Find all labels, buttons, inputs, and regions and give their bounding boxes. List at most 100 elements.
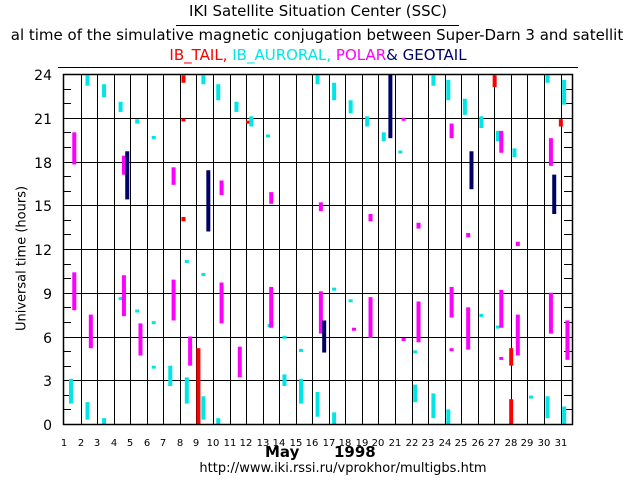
segment-ib-auroral (413, 350, 418, 354)
segment-polar (171, 167, 176, 185)
segment-polar (219, 180, 224, 196)
legend: IB_TAIL, IB_AURORAL, POLAR& GEOTAIL (0, 46, 636, 64)
segment-polar (269, 286, 274, 328)
segment-ib-auroral (562, 79, 567, 105)
source-url: http://www.iki.rssi.ru/vprokhor/multigbs… (199, 461, 487, 476)
segment-polar (466, 232, 471, 238)
x-axis-year: 1998 (334, 443, 376, 461)
x-tick-label: 27 (488, 438, 501, 449)
segment-polar (318, 291, 323, 334)
legend-underline (58, 67, 578, 68)
segment-ib-auroral (462, 98, 467, 115)
x-tick-label: 11 (224, 438, 237, 449)
segment-ib-auroral (85, 402, 90, 420)
y-tick-label: 21 (34, 112, 52, 128)
segment-ib-auroral (265, 134, 270, 138)
x-tick-label: 23 (422, 438, 435, 449)
segment-ib-auroral (332, 287, 337, 291)
x-tick-label: 20 (372, 438, 385, 449)
segment-ib-auroral (413, 384, 418, 403)
segment-geotail (469, 151, 474, 190)
x-tick-label: 30 (538, 438, 551, 449)
x-tick-label: 5 (127, 438, 133, 449)
x-tick-label: 21 (389, 438, 402, 449)
x-tick-label: 28 (505, 438, 518, 449)
y-tick-label: 24 (34, 68, 52, 84)
x-tick-label: 2 (78, 438, 84, 449)
segment-polar (138, 323, 143, 356)
segment-polar (318, 202, 323, 212)
segment-polar (449, 286, 454, 318)
legend-geotail: & GEOTAIL (386, 46, 467, 64)
segment-polar (72, 132, 77, 165)
x-tick-label: 6 (144, 438, 150, 449)
segment-ib-auroral (529, 395, 534, 399)
segment-ib-tail (492, 75, 497, 88)
segment-ib-auroral (151, 135, 156, 139)
segment-ib-auroral (249, 116, 254, 127)
segment-ib-auroral (216, 84, 221, 101)
segment-polar (401, 117, 406, 121)
segment-geotail (552, 174, 557, 214)
segment-ib-auroral (201, 273, 206, 277)
legend-ib-tail: IB_TAIL, (169, 46, 228, 64)
x-tick-label: 10 (207, 438, 220, 449)
segment-ib-auroral (365, 116, 370, 127)
segment-ib-tail (181, 216, 186, 222)
x-tick-label: 7 (160, 438, 166, 449)
segment-geotail (206, 170, 211, 232)
segment-ib-auroral (216, 418, 221, 424)
x-axis-month: May (265, 443, 300, 461)
segment-ib-tail (181, 118, 186, 122)
x-tick-label: 3 (94, 438, 100, 449)
segment-ib-auroral (545, 75, 550, 83)
segment-polar (237, 346, 242, 378)
segment-ib-auroral (102, 84, 107, 98)
segment-ib-auroral (85, 75, 90, 86)
segment-ib-auroral (299, 348, 304, 352)
segment-polar (449, 348, 454, 352)
x-tick-label: 29 (521, 438, 534, 449)
segment-ib-auroral (282, 335, 287, 339)
segment-polar (515, 241, 520, 247)
segment-ib-auroral (234, 101, 239, 112)
y-tick-label: 3 (43, 374, 52, 390)
segment-ib-auroral (184, 259, 189, 263)
x-tick-label: 31 (555, 438, 568, 449)
segment-ib-tail (196, 348, 201, 424)
segment-geotail (322, 320, 327, 353)
segment-polar (368, 297, 373, 338)
segment-polar (401, 337, 406, 341)
segment-ib-tail (181, 75, 186, 83)
segment-ib-auroral (118, 297, 123, 301)
segment-ib-auroral (168, 365, 173, 387)
segment-ib-auroral (184, 377, 189, 404)
segment-ib-auroral (381, 132, 386, 142)
segment-polar (416, 222, 421, 229)
segment-geotail (388, 74, 393, 139)
x-tick-label: 1 (61, 438, 67, 449)
segment-ib-auroral (135, 119, 140, 124)
y-axis-label: Universal time (hours) (14, 185, 30, 332)
x-tick-label: 26 (472, 438, 485, 449)
segment-ib-auroral (495, 130, 500, 142)
segment-polar (449, 123, 454, 139)
x-tick-label: 9 (193, 438, 199, 449)
y-tick-label: 6 (43, 331, 52, 347)
segment-polar (548, 138, 553, 166)
segment-ib-auroral (348, 100, 353, 114)
segment-ib-auroral (68, 378, 73, 404)
segment-polar (121, 275, 126, 317)
segment-polar (72, 272, 77, 311)
segment-polar (188, 336, 193, 366)
title-underline (176, 25, 459, 26)
segment-ib-auroral (151, 365, 156, 369)
segment-ib-auroral (315, 75, 320, 85)
y-tick-label: 15 (34, 199, 52, 215)
segment-ib-tail (509, 348, 514, 366)
segment-polar (219, 282, 224, 324)
x-tick-label: 14 (273, 438, 286, 449)
segment-polar (351, 327, 356, 331)
segment-ib-auroral (332, 412, 337, 424)
y-tick-label: 0 (43, 418, 52, 434)
